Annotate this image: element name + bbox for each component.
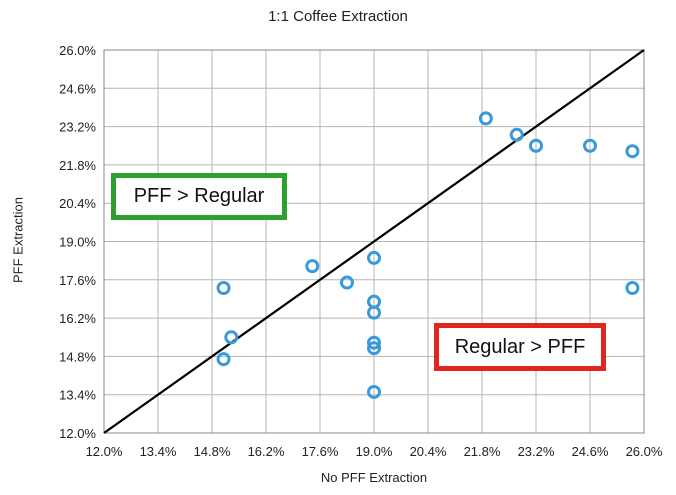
data-point xyxy=(583,138,597,153)
x-tick-label: 23.2% xyxy=(518,444,555,459)
data-point xyxy=(478,111,493,126)
data-point xyxy=(625,281,640,296)
y-tick-label: 16.2% xyxy=(59,311,96,326)
annotation-regular-greater: Regular > PFF xyxy=(434,323,606,371)
data-point xyxy=(367,250,381,265)
y-tick-label: 26.0% xyxy=(59,43,96,58)
data-point xyxy=(305,259,320,274)
y-tick-label: 21.8% xyxy=(59,158,96,173)
y-tick-label: 24.6% xyxy=(59,81,96,96)
plot-border xyxy=(103,49,645,434)
x-tick-label: 14.8% xyxy=(194,444,231,459)
data-point xyxy=(367,305,381,320)
y-axis-label: PFF Extraction xyxy=(10,197,26,283)
y-axis-ticks: 12.0% 13.4% 14.8% 16.2% 17.6% 19.0% 20.4% 21.8%… xyxy=(59,43,96,441)
x-tick-label: 20.4% xyxy=(410,444,447,459)
annotation-pff-greater: PFF > Regular xyxy=(111,173,287,220)
data-points xyxy=(216,111,640,399)
data-point xyxy=(529,138,543,153)
y-tick-label: 19.0% xyxy=(59,235,96,250)
y-tick-label: 12.0% xyxy=(59,426,96,441)
data-point xyxy=(367,341,381,356)
chart-title: 1:1 Coffee Extraction xyxy=(268,8,408,25)
data-point xyxy=(625,144,640,159)
plot-frame xyxy=(103,49,645,434)
x-tick-label: 19.0% xyxy=(356,444,393,459)
y-tick-label: 14.8% xyxy=(59,349,96,364)
one-to-one-line xyxy=(103,49,645,434)
x-tick-label: 17.6% xyxy=(302,444,339,459)
data-point xyxy=(340,275,354,290)
y-tick-label: 13.4% xyxy=(59,388,96,403)
x-tick-label: 16.2% xyxy=(248,444,285,459)
x-axis-label: No PFF Extraction xyxy=(320,470,428,485)
reference-line xyxy=(103,49,645,434)
x-tick-label: 12.0% xyxy=(86,444,123,459)
x-tick-label: 24.6% xyxy=(572,444,609,459)
data-point xyxy=(216,352,231,367)
y-tick-label: 17.6% xyxy=(59,273,96,288)
data-point xyxy=(509,127,524,142)
data-point xyxy=(367,335,381,350)
x-tick-label: 26.0% xyxy=(626,444,663,459)
x-tick-label: 13.4% xyxy=(140,444,177,459)
x-tick-label: 21.8% xyxy=(464,444,501,459)
x-axis-ticks: 12.0% 13.4% 14.8% 16.2% 17.6% 19.0% 20.4% 21.8%… xyxy=(86,444,663,459)
y-tick-label: 20.4% xyxy=(59,196,96,211)
data-point xyxy=(224,330,239,345)
data-point xyxy=(216,281,231,296)
y-tick-label: 23.2% xyxy=(59,120,96,135)
data-point xyxy=(367,384,381,399)
